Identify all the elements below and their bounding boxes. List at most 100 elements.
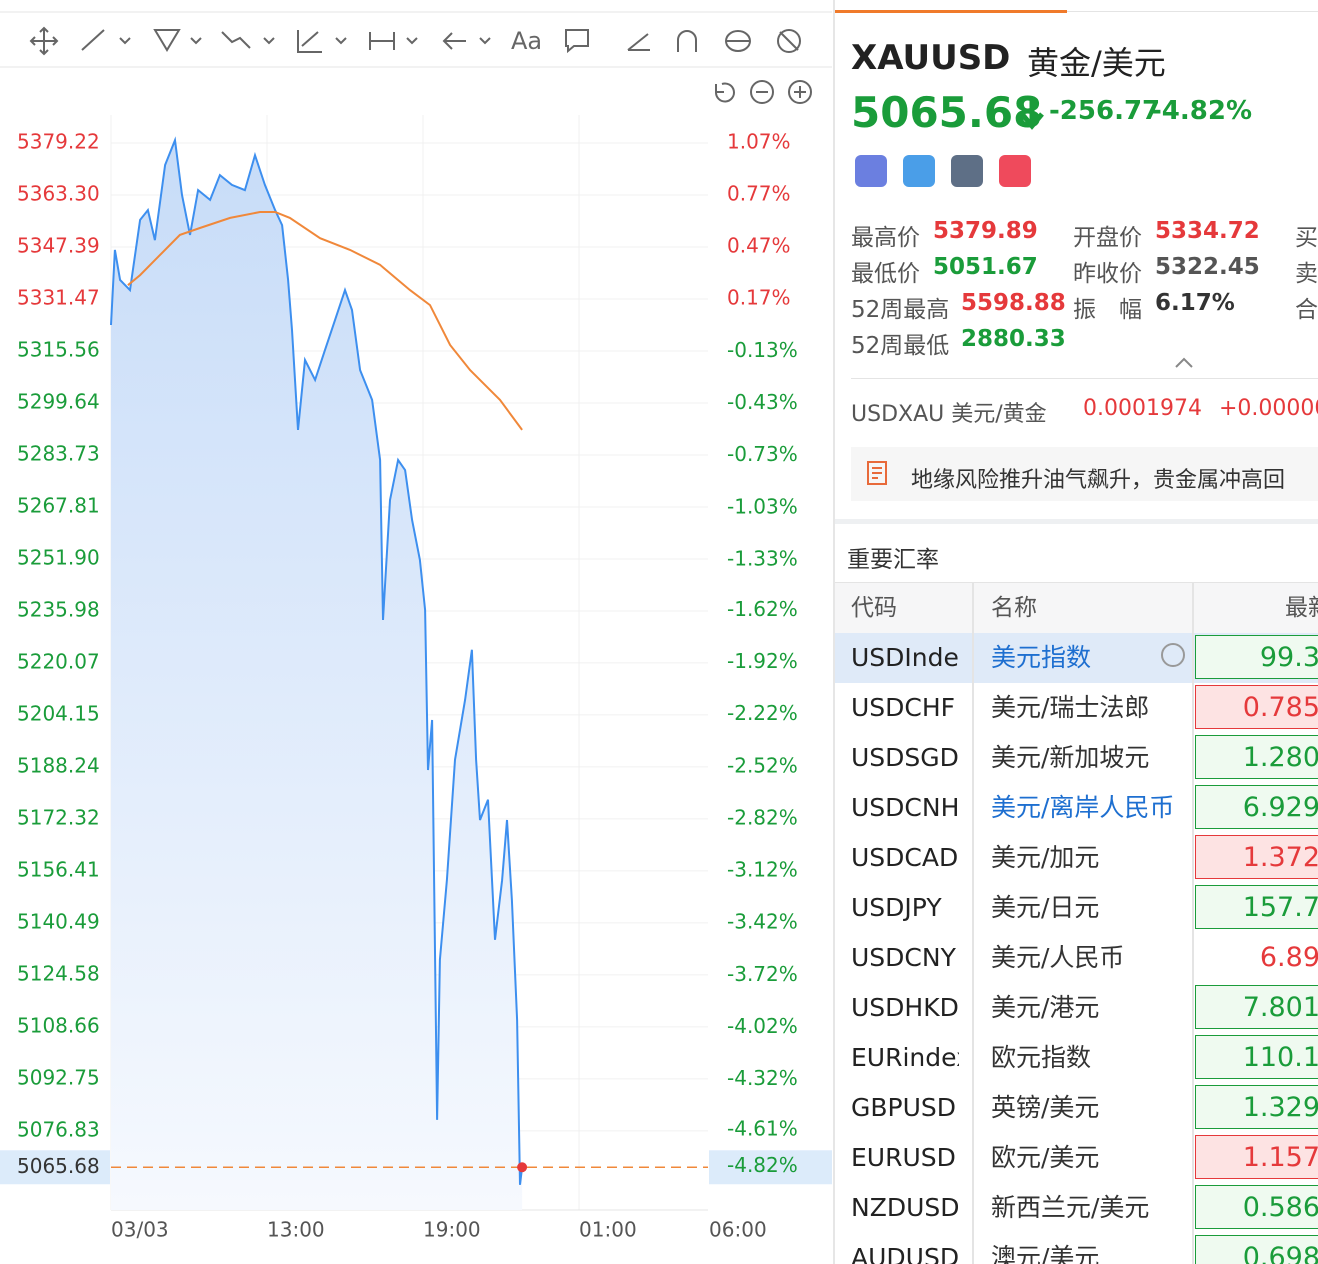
code-cell: USDSGD — [851, 743, 959, 772]
table-row[interactable]: EURindex 欧元指数 110.1 — [835, 1033, 1318, 1084]
code-cell: USDJPY — [851, 893, 942, 922]
x-tick-label: 19:00 — [423, 1218, 481, 1242]
collapse-caret[interactable] — [1173, 356, 1195, 370]
col-border — [972, 983, 974, 1033]
last-price-tag — [0, 1150, 110, 1185]
col-border — [1192, 683, 1194, 733]
related-change: +0.00000 — [1219, 396, 1318, 421]
table-row[interactable]: USDSGD 美元/新加坡元 1.280 — [835, 733, 1318, 784]
y-tick-label: 5235.98 — [17, 597, 100, 621]
channel-tool[interactable] — [153, 29, 181, 52]
stat-label: 卖 — [1295, 261, 1318, 287]
table-row[interactable]: USDCHF 美元/瑞士法郎 0.785 — [835, 683, 1318, 734]
y2-tick-label: -0.43% — [727, 390, 798, 414]
news-headline[interactable]: 地缘风险推升油气飙升，贵金属冲高回 — [911, 468, 1286, 493]
dropdown[interactable] — [263, 37, 275, 45]
ruler-tool[interactable] — [627, 33, 650, 51]
y2-tick-label: 0.17% — [727, 286, 791, 310]
y2-tick-label: -1.92% — [727, 649, 798, 673]
y2-tick-label: -0.73% — [727, 442, 798, 466]
y-tick-label: 5076.83 — [17, 1117, 100, 1141]
y2-tick-label: 0.47% — [727, 234, 791, 258]
col-border — [1192, 1033, 1194, 1083]
lock-tool[interactable] — [725, 30, 752, 52]
col-border — [972, 1033, 974, 1083]
code-cell: USDHKD — [851, 993, 959, 1022]
arrow-tool[interactable] — [442, 32, 466, 50]
line-tool[interactable] — [81, 29, 105, 51]
news-box[interactable] — [851, 447, 1318, 501]
comment-tool[interactable] — [565, 29, 589, 54]
zoom-out-button[interactable] — [750, 80, 774, 104]
code-cell: USDCNH — [851, 793, 959, 822]
stat-value: 6.17% — [1155, 290, 1235, 316]
last-cell: 157.7 — [1195, 885, 1318, 929]
related-label[interactable]: USDXAU 美元/黄金 — [851, 402, 1047, 427]
watch-icon — [1161, 643, 1185, 667]
code-cell: USDCNY — [851, 943, 956, 972]
hide-tool-slash[interactable] — [779, 31, 799, 51]
magnet-tool[interactable] — [677, 30, 697, 52]
move-tool[interactable] — [29, 26, 59, 56]
name-cell: 美元指数 — [991, 643, 1092, 672]
code-cell: USDIndex — [851, 643, 959, 672]
col-border — [972, 633, 974, 683]
dropdown[interactable] — [406, 37, 418, 45]
stat-label: 昨收价 — [1073, 261, 1142, 287]
table-row[interactable]: USDHKD 美元/港元 7.801 — [835, 983, 1318, 1034]
text-tool[interactable]: Aa — [511, 27, 542, 55]
table-row[interactable]: NZDUSD 新西兰元/美元 0.586 — [835, 1183, 1318, 1234]
header-cell[interactable]: 名称 — [991, 595, 1037, 621]
stat-label: 52周最低 — [851, 333, 950, 359]
col-border — [972, 933, 974, 983]
col-border — [1192, 1133, 1194, 1183]
stat-value: 2880.33 — [961, 326, 1066, 352]
last-pct-tag — [709, 1150, 832, 1185]
header-cell[interactable]: 最新 — [1285, 595, 1318, 621]
table-row[interactable]: USDCNH 美元/离岸人民币 6.929 — [835, 783, 1318, 834]
tab-indicator — [835, 10, 1067, 13]
x-tick-label: 03/03 — [111, 1218, 169, 1242]
table-header: 代码 名称 最新 — [835, 582, 1318, 634]
zoom-in-button[interactable] — [788, 80, 812, 104]
tag-icon[interactable] — [903, 155, 935, 187]
col-border — [1192, 883, 1194, 933]
col-border — [1192, 1083, 1194, 1133]
col-border — [1192, 783, 1194, 833]
table-row[interactable]: USDIndex 美元指数 99.3 — [835, 633, 1318, 684]
dropdown[interactable] — [479, 37, 491, 45]
measure-tool[interactable] — [369, 32, 395, 50]
dropdown[interactable] — [119, 37, 131, 45]
hide-tool[interactable] — [777, 29, 801, 53]
web-icon[interactable] — [855, 155, 887, 187]
fib-tool[interactable] — [297, 30, 322, 53]
col-border — [1192, 1233, 1194, 1264]
table-row[interactable]: USDJPY 美元/日元 157.7 — [835, 883, 1318, 934]
y-tick-label: 5315.56 — [17, 337, 100, 361]
related-price: 0.0001974 — [1083, 396, 1202, 421]
y2-tick-label: -0.13% — [727, 338, 798, 362]
pattern-tool[interactable] — [221, 31, 251, 49]
table-row[interactable]: USDCAD 美元/加元 1.372 — [835, 833, 1318, 884]
col-border — [1192, 583, 1194, 633]
dropdown[interactable] — [335, 37, 347, 45]
favorite-icon[interactable] — [999, 155, 1031, 187]
stat-label: 开盘价 — [1073, 225, 1142, 251]
table-row[interactable]: GBPUSD 英镑/美元 1.329 — [835, 1083, 1318, 1134]
reset-button[interactable] — [714, 82, 735, 103]
y-tick-label: 5156.41 — [17, 857, 100, 881]
down-arrow — [1020, 98, 1044, 130]
chart-panel: Aa 5379.22 5363.30 5347.39 5331.47 5315.56 52… — [0, 11, 832, 1242]
y2-tick-label: -1.03% — [727, 494, 798, 518]
stat-value: 5379.89 — [933, 218, 1038, 244]
table-row[interactable]: USDCNY 美元/人民币 6.89 — [835, 933, 1318, 984]
table-row[interactable]: AUDUSD 澳元/美元 0.698 — [835, 1233, 1318, 1264]
code-cell: AUDUSD — [851, 1243, 959, 1264]
doc-icon[interactable] — [951, 155, 983, 187]
dropdown[interactable] — [190, 37, 202, 45]
table-row[interactable]: EURUSD 欧元/美元 1.157 — [835, 1133, 1318, 1184]
section-divider — [835, 519, 1318, 524]
header-cell[interactable]: 代码 — [851, 595, 897, 621]
y-tick-label: 5172.32 — [17, 805, 100, 829]
